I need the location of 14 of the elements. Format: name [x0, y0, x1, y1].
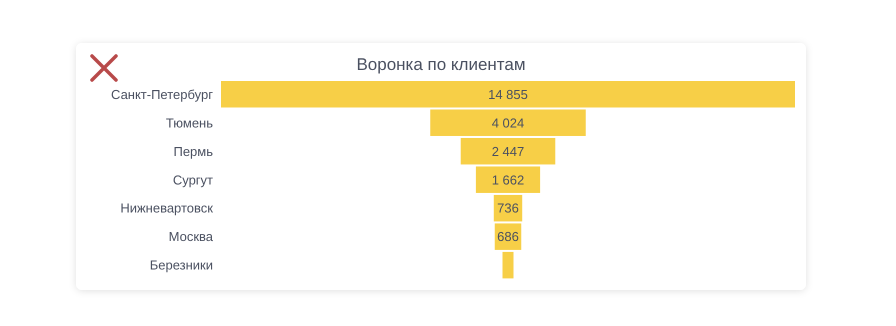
text: Воронка по клиентам	[356, 55, 526, 74]
category-label: Пермь	[173, 144, 214, 159]
data-label: 2 447	[492, 144, 524, 159]
category-label: Сургут	[172, 172, 214, 188]
data-label: 1 662	[492, 172, 524, 188]
category-label: Санкт-Петербург	[111, 86, 214, 102]
category-label: Москва	[168, 229, 214, 244]
data-label: 14 855	[488, 86, 528, 102]
data-label: 736	[497, 200, 519, 216]
data-label: 686	[497, 229, 519, 244]
category-label: Березники	[150, 258, 213, 273]
data-label: 4 024	[492, 115, 524, 130]
category-label: Нижневартовск	[120, 200, 214, 216]
category-label: Тюмень	[166, 115, 214, 130]
